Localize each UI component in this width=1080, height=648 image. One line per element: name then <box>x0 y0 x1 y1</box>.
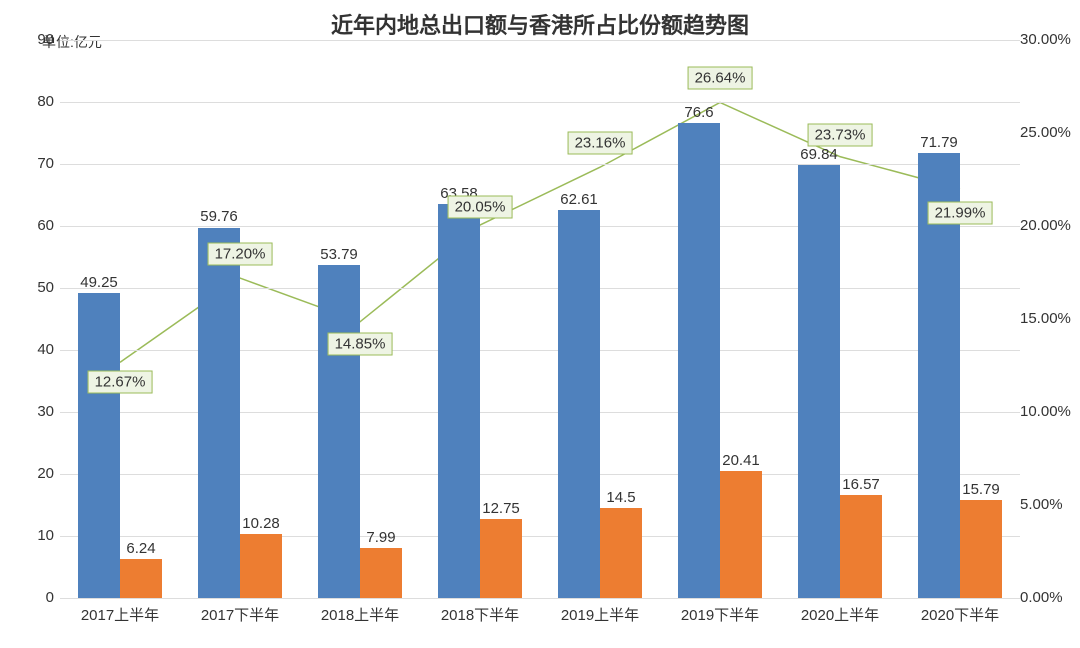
bar-value-label: 53.79 <box>320 246 358 263</box>
bar-value-label: 15.79 <box>962 481 1000 498</box>
bar <box>558 210 600 598</box>
bar-value-label: 16.57 <box>842 476 880 493</box>
bar <box>120 559 162 598</box>
bar <box>720 471 762 598</box>
bar <box>318 265 360 598</box>
y-left-tick: 50 <box>10 279 54 296</box>
bar <box>240 534 282 598</box>
bar-value-label: 59.76 <box>200 208 238 225</box>
y-left-tick: 90 <box>10 31 54 48</box>
bar-value-label: 14.5 <box>606 489 635 506</box>
line-value-label: 12.67% <box>88 371 153 394</box>
y-right-tick: 5.00% <box>1020 496 1076 513</box>
y-left-tick: 60 <box>10 217 54 234</box>
gridline <box>60 164 1020 165</box>
line-value-label: 21.99% <box>928 201 993 224</box>
plot-area: 01020304050607080900.00%5.00%10.00%15.00… <box>60 40 1020 598</box>
y-left-tick: 0 <box>10 589 54 606</box>
x-category: 2019下半年 <box>681 604 759 625</box>
bar <box>600 508 642 598</box>
line-value-label: 23.16% <box>568 132 633 155</box>
y-right-tick: 0.00% <box>1020 589 1076 606</box>
y-left-tick: 30 <box>10 403 54 420</box>
bar-value-label: 7.99 <box>366 529 395 546</box>
y-left-tick: 80 <box>10 93 54 110</box>
chart-title: 近年内地总出口额与香港所占比份额趋势图 <box>0 8 1080 40</box>
bar <box>198 228 240 599</box>
bar-value-label: 69.84 <box>800 146 838 163</box>
line-value-label: 17.20% <box>208 243 273 266</box>
y-left-tick: 70 <box>10 155 54 172</box>
gridline <box>60 598 1020 599</box>
x-category: 2018下半年 <box>441 604 519 625</box>
bar <box>360 548 402 598</box>
bar-value-label: 49.25 <box>80 274 118 291</box>
line-value-label: 26.64% <box>688 67 753 90</box>
bar <box>678 123 720 598</box>
x-category: 2020上半年 <box>801 604 879 625</box>
y-right-tick: 20.00% <box>1020 217 1076 234</box>
bar-value-label: 20.41 <box>722 452 760 469</box>
y-left-tick: 40 <box>10 341 54 358</box>
y-right-tick: 25.00% <box>1020 124 1076 141</box>
x-category: 2018上半年 <box>321 604 399 625</box>
y-right-tick: 15.00% <box>1020 310 1076 327</box>
x-category: 2017下半年 <box>201 604 279 625</box>
line-value-label: 14.85% <box>328 332 393 355</box>
bar-value-label: 12.75 <box>482 500 520 517</box>
x-category: 2017上半年 <box>81 604 159 625</box>
y-right-tick: 30.00% <box>1020 31 1076 48</box>
bar-value-label: 71.79 <box>920 134 958 151</box>
bar <box>798 165 840 598</box>
x-category: 2020下半年 <box>921 604 999 625</box>
y-right-tick: 10.00% <box>1020 403 1076 420</box>
bar-value-label: 62.61 <box>560 191 598 208</box>
bar <box>78 293 120 598</box>
line-value-label: 23.73% <box>808 123 873 146</box>
y-left-tick: 20 <box>10 465 54 482</box>
y-left-tick: 10 <box>10 527 54 544</box>
line-value-label: 20.05% <box>448 196 513 219</box>
bar-value-label: 6.24 <box>126 540 155 557</box>
bar <box>960 500 1002 598</box>
x-category: 2019上半年 <box>561 604 639 625</box>
bar <box>438 204 480 598</box>
gridline <box>60 102 1020 103</box>
bar <box>480 519 522 598</box>
bar-value-label: 76.6 <box>684 104 713 121</box>
bar <box>840 495 882 598</box>
chart-container: 近年内地总出口额与香港所占比份额趋势图 单位:亿元 01020304050607… <box>0 0 1080 648</box>
bar-value-label: 10.28 <box>242 515 280 532</box>
gridline <box>60 40 1020 41</box>
